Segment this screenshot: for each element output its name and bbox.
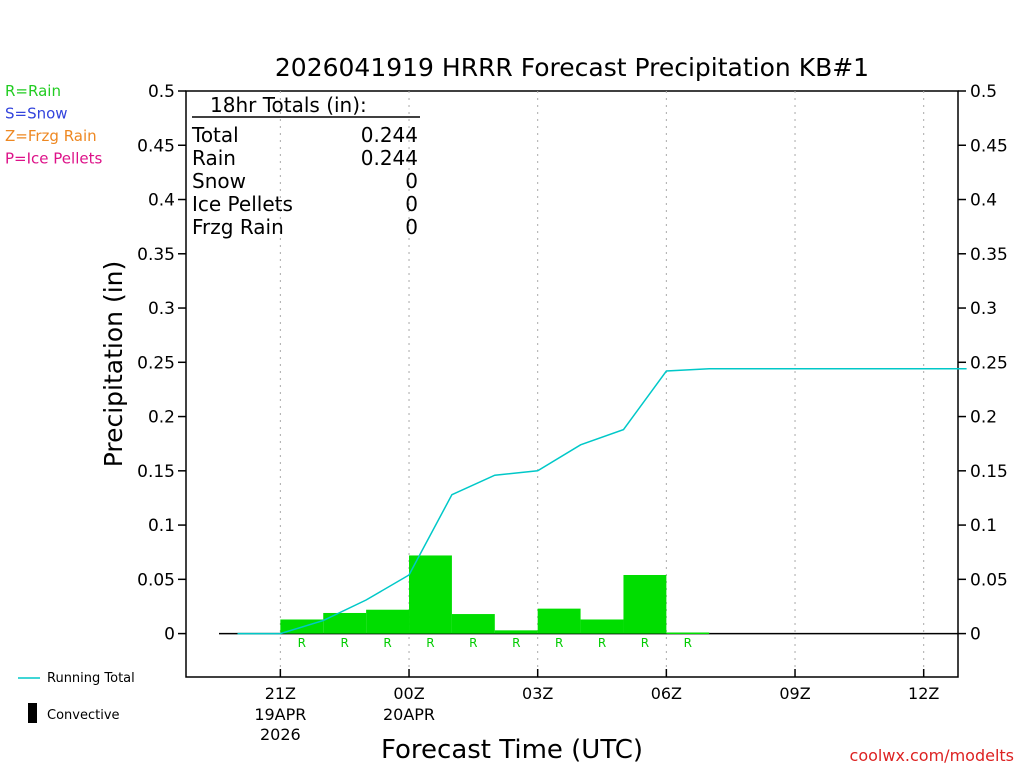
y-tick-label-left: 0.35 xyxy=(137,245,175,265)
totals-row-value: 0.244 xyxy=(361,123,418,147)
precip-type-marker: R xyxy=(298,636,306,650)
precip-bar xyxy=(451,614,495,634)
totals-row-value: 0.244 xyxy=(361,146,418,170)
totals-row-value: 0 xyxy=(405,192,418,216)
y-tick-label-left: 0.25 xyxy=(137,353,175,373)
totals-row-label: Snow xyxy=(192,169,246,193)
x-tick-year: 2026 xyxy=(260,725,301,744)
y-axis-right: 0 0.05 0.1 0.15 0.2 0.25 0.3 0.35 0.4 0.45 0.5 xyxy=(958,82,1008,645)
y-tick-label-left: 0.1 xyxy=(148,516,175,536)
y-tick-label-left: 0.15 xyxy=(137,462,175,482)
precip-type-marker: R xyxy=(383,636,391,650)
y-tick-label-right: 0.45 xyxy=(970,136,1008,156)
precip-type-legend-item: P=Ice Pellets xyxy=(5,150,102,168)
y-tick-label-right: 0.3 xyxy=(970,299,997,319)
y-tick-label-right: 0.4 xyxy=(970,191,997,211)
y-tick-label-left: 0.45 xyxy=(137,136,175,156)
y-tick-label-left: 0 xyxy=(164,625,175,645)
y-tick-label-right: 0.5 xyxy=(970,82,997,102)
x-tick-label: 03Z xyxy=(522,684,553,703)
precip-bar xyxy=(537,608,581,634)
precip-bar xyxy=(366,609,410,634)
x-tick-label: 06Z xyxy=(651,684,682,703)
precip-bar xyxy=(623,574,667,634)
y-tick-label-right: 0.05 xyxy=(970,570,1008,590)
precip-bar xyxy=(323,612,367,634)
precip-type-marker: R xyxy=(684,636,692,650)
x-tick-date: 20APR xyxy=(383,705,435,724)
y-tick-label-left: 0.2 xyxy=(148,408,175,428)
y-tick-label-right: 0.15 xyxy=(970,462,1008,482)
totals-row-label: Total xyxy=(191,123,239,147)
precip-bar xyxy=(409,555,452,634)
x-tick-label: 21Z xyxy=(265,684,296,703)
chart-title: 2026041919 HRRR Forecast Precipitation K… xyxy=(275,53,869,82)
y-tick-label-right: 0 xyxy=(970,625,981,645)
totals-box: 18hr Totals (in): Total 0.244 Rain 0.244 Sno… xyxy=(191,93,420,239)
totals-row-value: 0 xyxy=(405,169,418,193)
y-tick-label-left: 0.5 xyxy=(148,82,175,102)
y-tick-label-left: 0.05 xyxy=(137,570,175,590)
convective-legend-swatch xyxy=(28,703,37,723)
totals-row-label: Frzg Rain xyxy=(192,215,284,239)
totals-row-label: Ice Pellets xyxy=(192,192,293,216)
x-tick-date: 19APR xyxy=(254,705,306,724)
precip-type-legend-item: S=Snow xyxy=(5,105,68,123)
convective-legend-label: Convective xyxy=(47,708,120,723)
precip-type-marker: R xyxy=(341,636,349,650)
precip-type-marker: R xyxy=(641,636,649,650)
running-total-line xyxy=(237,368,967,635)
precip-type-legend-item: Z=Frzg Rain xyxy=(5,127,97,145)
precip-bars xyxy=(280,555,710,635)
precip-bar xyxy=(580,619,624,634)
totals-row-label: Rain xyxy=(192,146,236,170)
totals-heading: 18hr Totals (in): xyxy=(210,93,367,117)
precip-type-marker: R xyxy=(512,636,520,650)
x-axis-label: Forecast Time (UTC) xyxy=(381,735,643,765)
precip-bar xyxy=(666,632,710,635)
x-tick-label: 09Z xyxy=(779,684,810,703)
x-tick-label: 00Z xyxy=(393,684,424,703)
precip-type-marker: R xyxy=(555,636,563,650)
precip-type-legend: R=Rain S=Snow Z=Frzg Rain P=Ice Pellets xyxy=(5,82,102,168)
plot-frame xyxy=(185,90,959,678)
x-gridlines xyxy=(279,91,925,677)
credit-link[interactable]: coolwx.com/modelts xyxy=(850,746,1014,765)
y-tick-label-right: 0.35 xyxy=(970,245,1008,265)
totals-row-value: 0 xyxy=(405,215,418,239)
x-tick-label: 12Z xyxy=(908,684,939,703)
precip-type-legend-item: R=Rain xyxy=(5,82,61,100)
y-tick-label-left: 0.4 xyxy=(148,191,175,211)
running-total-legend-label: Running Total xyxy=(47,671,135,686)
y-tick-label-right: 0.2 xyxy=(970,408,997,428)
y-tick-label-right: 0.25 xyxy=(970,353,1008,373)
precip-type-marker: R xyxy=(469,636,477,650)
y-tick-label-right: 0.1 xyxy=(970,516,997,536)
y-axis-left: 0 0.05 0.1 0.15 0.2 0.25 0.3 0.35 0.4 0.45 0.5 xyxy=(137,82,186,645)
precip-type-marker: R xyxy=(598,636,606,650)
y-axis-label: Precipitation (in) xyxy=(99,261,128,468)
precip-bar xyxy=(494,630,538,634)
y-tick-label-left: 0.3 xyxy=(148,299,175,319)
precip-type-marker: R xyxy=(426,636,434,650)
